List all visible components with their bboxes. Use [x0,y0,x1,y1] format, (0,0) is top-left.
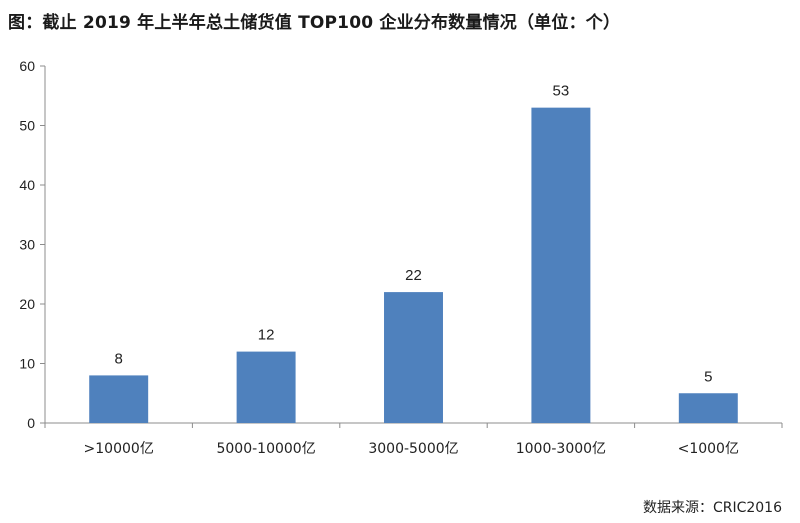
bar-value-label: 8 [115,350,123,367]
y-tick-label: 10 [19,356,35,372]
bar [678,393,738,423]
x-category-label: 1000-3000亿 [516,441,606,457]
chart-title: 图：截止 2019 年上半年总土储货值 TOP100 企业分布数量情况（单位：个… [8,13,621,33]
x-category-label: 3000-5000亿 [368,441,458,457]
bar [531,107,591,424]
bar-value-label: 12 [258,327,275,344]
data-labels: 8 12 22 53 5 [115,83,713,386]
y-axis: 0 10 20 30 40 50 60 [19,58,46,431]
bars [89,107,738,424]
bar-value-label: 22 [405,267,422,284]
bar [236,351,296,423]
x-category-label: >10000亿 [84,441,154,457]
bar-value-label: 53 [553,83,570,100]
x-category-label: 5000-10000亿 [216,441,315,457]
bar-value-label: 5 [704,368,712,385]
bar [89,375,149,423]
y-tick-label: 60 [19,58,35,74]
x-category-label: <1000亿 [678,441,739,457]
y-tick-label: 30 [19,237,35,253]
y-tick-label: 40 [19,177,35,193]
y-tick-label: 0 [27,415,35,431]
y-tick-label: 20 [19,296,35,312]
bar [384,292,443,423]
y-tick-label: 50 [19,118,35,134]
source-note: 数据来源：CRIC2016 [642,500,782,516]
x-axis: >10000亿 5000-10000亿 3000-5000亿 1000-3000亿 <1… [44,422,783,457]
